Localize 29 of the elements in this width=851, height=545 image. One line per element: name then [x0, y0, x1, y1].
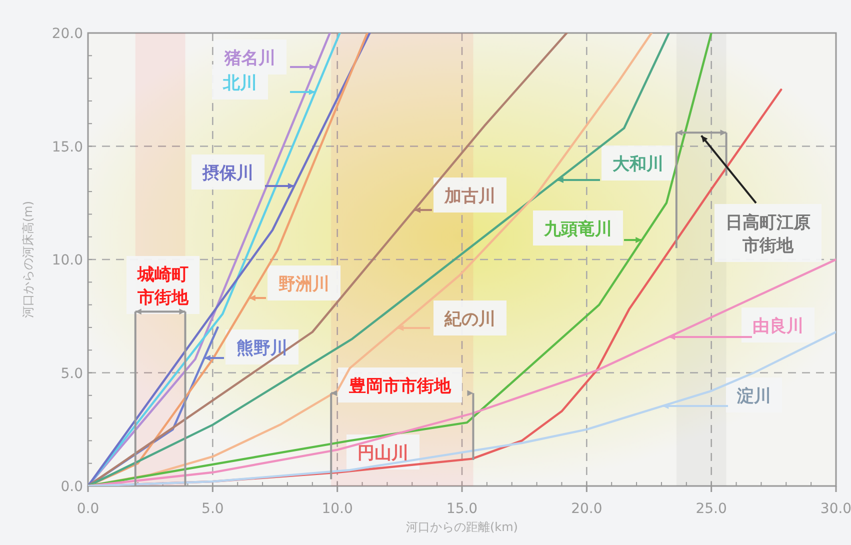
text: 摂保川 [202, 164, 254, 184]
series-label: 九頭竜川 [543, 220, 612, 240]
legend-label: 由良川 [752, 316, 804, 336]
legend-label: 紀の川 [444, 310, 496, 330]
band-label: 日高町江原市街地 [726, 213, 810, 256]
y-axis-title: 河口からの河床高(m) [21, 200, 35, 318]
y-tick-label: 0.0 [60, 479, 83, 495]
x-axis-title: 河口からの距離(km) [406, 520, 518, 534]
legend-label: 淀川 [736, 386, 771, 406]
band-label: 豊岡市市街地 [348, 376, 452, 396]
x-tick-label: 15.0 [446, 501, 478, 517]
x-tick-label: 10.0 [322, 501, 353, 517]
x-tick-label: 30.0 [820, 501, 851, 517]
series-label: 加古川 [444, 186, 496, 206]
x-tick-label: 0.0 [76, 501, 100, 517]
text: 猪名川 [224, 48, 276, 68]
x-tick-label: 20.0 [571, 501, 602, 517]
y-tick-label: 15.0 [52, 139, 83, 156]
text: 北川 [222, 74, 257, 94]
x-tick-label: 5.0 [202, 501, 224, 517]
y-tick-label: 10.0 [52, 252, 83, 268]
series-label: 野洲川 [278, 274, 330, 294]
series-label: 円山川 [358, 444, 408, 464]
y-tick-label: 5.0 [60, 366, 83, 382]
series-label: 大和川 [612, 154, 664, 174]
x-tick-label: 25.0 [696, 501, 727, 517]
y-tick-label: 20.0 [52, 26, 83, 42]
legend-label: 熊野川 [236, 338, 288, 358]
band-label: 城崎町市街地 [136, 265, 190, 308]
